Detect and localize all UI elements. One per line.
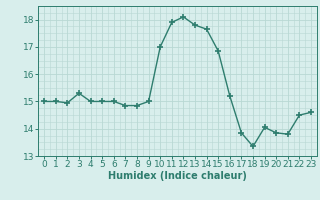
X-axis label: Humidex (Indice chaleur): Humidex (Indice chaleur) [108,171,247,181]
